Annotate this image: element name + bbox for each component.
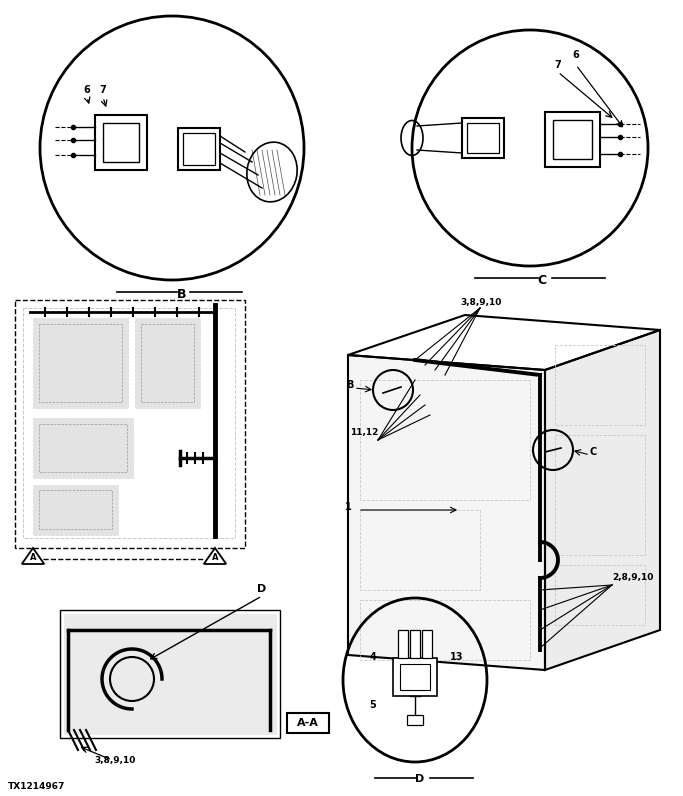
Text: 3,8,9,10: 3,8,9,10: [460, 298, 501, 307]
Text: A: A: [30, 553, 36, 562]
Text: C: C: [590, 447, 597, 457]
Bar: [555, 345, 645, 425]
Text: 1: 1: [345, 502, 352, 512]
Bar: [410, 630, 420, 658]
Text: B: B: [178, 288, 186, 301]
Bar: [422, 630, 432, 658]
Bar: [462, 118, 504, 158]
Text: B: B: [346, 380, 354, 390]
Text: 11,12: 11,12: [350, 428, 378, 437]
Text: 7: 7: [100, 85, 107, 95]
Text: TX1214967: TX1214967: [8, 782, 66, 791]
Bar: [39, 324, 122, 402]
Text: A-A: A-A: [297, 718, 319, 728]
Polygon shape: [545, 330, 660, 670]
Text: 3,8,9,10: 3,8,9,10: [94, 756, 136, 765]
Bar: [95, 115, 147, 170]
Text: D: D: [257, 584, 266, 594]
Text: 4: 4: [370, 652, 376, 662]
Text: C: C: [538, 274, 546, 287]
Bar: [555, 565, 645, 625]
Bar: [23, 308, 235, 538]
Bar: [400, 664, 430, 690]
Bar: [398, 630, 408, 658]
Bar: [15, 300, 245, 548]
Bar: [135, 318, 200, 408]
Polygon shape: [22, 548, 44, 564]
Bar: [64, 614, 276, 734]
FancyBboxPatch shape: [287, 713, 329, 733]
Bar: [103, 123, 139, 162]
Bar: [545, 112, 600, 167]
Text: 13: 13: [450, 652, 464, 662]
Text: 7: 7: [555, 60, 561, 70]
Polygon shape: [204, 548, 226, 564]
Bar: [467, 123, 499, 153]
Text: D: D: [415, 774, 425, 784]
Bar: [60, 610, 280, 738]
Bar: [553, 120, 592, 159]
Bar: [33, 318, 128, 408]
Bar: [360, 600, 530, 660]
Bar: [360, 380, 530, 500]
Bar: [33, 485, 118, 535]
Bar: [555, 435, 645, 555]
Text: 5: 5: [370, 700, 376, 710]
Bar: [178, 128, 220, 170]
Text: 2,8,9,10: 2,8,9,10: [612, 573, 654, 582]
Bar: [39, 490, 112, 529]
Bar: [141, 324, 194, 402]
Text: 6: 6: [83, 85, 90, 95]
Bar: [407, 715, 423, 725]
Bar: [183, 133, 215, 165]
Polygon shape: [348, 355, 545, 670]
Text: 6: 6: [572, 50, 579, 60]
Bar: [39, 424, 127, 472]
Bar: [33, 418, 133, 478]
Bar: [393, 658, 437, 696]
Bar: [360, 510, 480, 590]
Text: A: A: [212, 553, 219, 562]
